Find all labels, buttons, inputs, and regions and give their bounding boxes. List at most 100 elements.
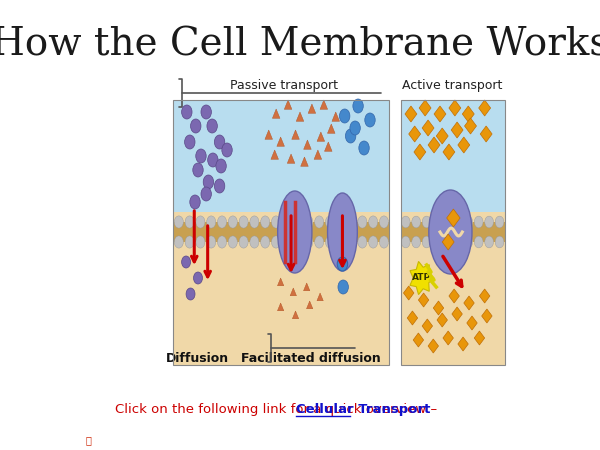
Circle shape xyxy=(365,113,375,127)
Circle shape xyxy=(304,236,313,248)
Circle shape xyxy=(338,280,349,294)
Circle shape xyxy=(485,236,494,248)
Polygon shape xyxy=(173,212,389,365)
Polygon shape xyxy=(428,339,439,353)
Text: ATP: ATP xyxy=(412,274,431,283)
Polygon shape xyxy=(317,293,323,301)
Circle shape xyxy=(216,159,226,173)
Text: How the Cell Membrane Works: How the Cell Membrane Works xyxy=(0,27,600,63)
Polygon shape xyxy=(287,154,295,163)
Polygon shape xyxy=(433,301,444,315)
Polygon shape xyxy=(407,311,418,325)
Circle shape xyxy=(206,216,216,228)
Circle shape xyxy=(196,149,206,163)
Circle shape xyxy=(325,236,335,248)
Polygon shape xyxy=(401,212,505,365)
Circle shape xyxy=(222,143,232,157)
Polygon shape xyxy=(277,303,284,311)
Circle shape xyxy=(359,141,369,155)
Text: 🐾: 🐾 xyxy=(86,435,91,445)
Circle shape xyxy=(185,216,194,228)
Circle shape xyxy=(353,99,363,113)
Circle shape xyxy=(495,216,504,228)
Polygon shape xyxy=(480,126,492,142)
Circle shape xyxy=(347,236,356,248)
Polygon shape xyxy=(479,100,491,116)
Polygon shape xyxy=(304,140,311,149)
Circle shape xyxy=(239,236,248,248)
Polygon shape xyxy=(464,118,476,134)
Polygon shape xyxy=(284,100,292,109)
Polygon shape xyxy=(458,137,470,153)
Circle shape xyxy=(412,216,421,228)
Circle shape xyxy=(464,236,473,248)
Polygon shape xyxy=(292,130,299,140)
Polygon shape xyxy=(452,307,463,321)
Circle shape xyxy=(379,216,388,228)
Circle shape xyxy=(368,236,377,248)
Circle shape xyxy=(454,236,462,248)
Circle shape xyxy=(347,216,356,228)
Polygon shape xyxy=(328,124,335,133)
Circle shape xyxy=(422,216,431,228)
Circle shape xyxy=(475,216,483,228)
Circle shape xyxy=(250,216,259,228)
Circle shape xyxy=(228,236,238,248)
Circle shape xyxy=(239,216,248,228)
Polygon shape xyxy=(409,126,421,142)
Polygon shape xyxy=(173,100,389,212)
Circle shape xyxy=(443,216,452,228)
Text: Active transport: Active transport xyxy=(403,80,503,93)
Circle shape xyxy=(337,257,347,271)
Circle shape xyxy=(495,236,504,248)
Polygon shape xyxy=(401,222,505,242)
Polygon shape xyxy=(401,100,505,212)
Circle shape xyxy=(282,216,292,228)
Polygon shape xyxy=(436,128,448,144)
Polygon shape xyxy=(458,337,468,351)
Polygon shape xyxy=(314,150,322,159)
Polygon shape xyxy=(463,106,474,122)
Circle shape xyxy=(201,105,211,119)
Polygon shape xyxy=(413,333,424,347)
Polygon shape xyxy=(482,309,492,323)
Circle shape xyxy=(260,236,270,248)
Polygon shape xyxy=(474,331,485,345)
Text: Passive transport: Passive transport xyxy=(230,80,338,93)
Circle shape xyxy=(485,216,494,228)
Circle shape xyxy=(190,195,200,209)
Polygon shape xyxy=(290,288,296,296)
Circle shape xyxy=(191,119,201,133)
Circle shape xyxy=(433,236,442,248)
Circle shape xyxy=(401,216,410,228)
Polygon shape xyxy=(464,296,474,310)
Polygon shape xyxy=(422,120,434,136)
Circle shape xyxy=(206,236,216,248)
Circle shape xyxy=(368,216,377,228)
Circle shape xyxy=(340,109,350,123)
Circle shape xyxy=(174,216,184,228)
Circle shape xyxy=(350,121,361,135)
Polygon shape xyxy=(419,100,431,116)
Circle shape xyxy=(475,236,483,248)
Circle shape xyxy=(182,256,191,268)
Circle shape xyxy=(185,236,194,248)
Circle shape xyxy=(379,236,388,248)
Polygon shape xyxy=(296,112,304,122)
Text: Click on the following link for a quick overview –: Click on the following link for a quick … xyxy=(115,404,442,417)
Polygon shape xyxy=(277,137,284,146)
Circle shape xyxy=(401,236,410,248)
Circle shape xyxy=(193,163,203,177)
Ellipse shape xyxy=(328,193,358,271)
Circle shape xyxy=(412,236,421,248)
Polygon shape xyxy=(317,132,325,141)
Polygon shape xyxy=(449,100,461,116)
Polygon shape xyxy=(449,289,460,303)
Circle shape xyxy=(186,288,195,300)
Polygon shape xyxy=(272,109,280,118)
Circle shape xyxy=(293,236,302,248)
Circle shape xyxy=(282,236,292,248)
Polygon shape xyxy=(443,144,455,160)
Polygon shape xyxy=(325,142,332,151)
Circle shape xyxy=(194,272,202,284)
